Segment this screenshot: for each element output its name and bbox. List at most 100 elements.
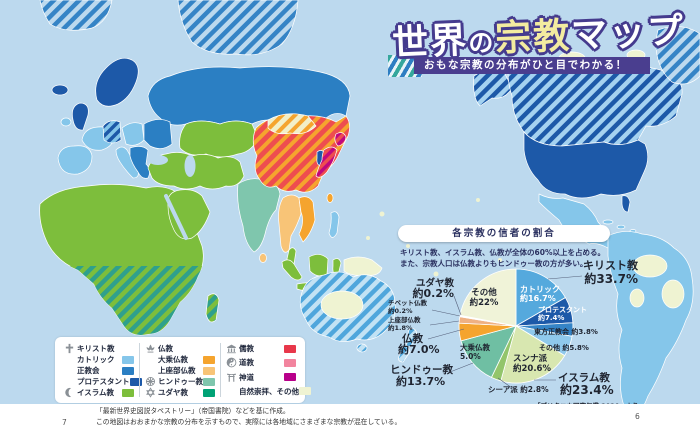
pie-description-line1: キリスト教、イスラム教、仏教が全体の60%以上を占める。	[400, 248, 606, 257]
pie-label-judaism_n: ユダヤ教	[415, 278, 454, 289]
legend-label: 道教	[239, 358, 254, 368]
pie-label-budd_n: 仏教	[402, 333, 423, 345]
legend-color-chip	[284, 344, 296, 353]
legend-row: 儒教	[226, 343, 296, 354]
legend-label: 自然崇拝、その他	[239, 386, 299, 396]
legend-column-1: キリスト教カトリック正教会プロテスタント イスラム教	[59, 343, 142, 398]
footnote-line1: 「最新世界史図説タペストリー」（帝国書院）などを基に作成。	[96, 407, 290, 415]
pie-label-hindu_v: 約13.7%	[396, 375, 446, 388]
map-region-central-europe-catholic	[121, 122, 145, 146]
pie-chart-description: キリスト教、イスラム教、仏教が全体の60%以上を占める。 また、宗教人口は仏教よ…	[400, 247, 605, 270]
legend-label: 上座部仏教	[158, 366, 196, 375]
map-region-arabia-islam	[167, 189, 211, 240]
map-region-japan-honshu-shinto	[315, 146, 338, 178]
legend-row: 神道	[226, 372, 296, 383]
legend-color-chip	[284, 358, 296, 367]
map-region-arctic-siberia-mixed	[177, 0, 299, 56]
legend-color-chip	[122, 355, 134, 364]
page-number-right: 6	[635, 412, 640, 421]
legend-color-chip	[299, 387, 311, 396]
title-segment: マップ	[570, 10, 686, 57]
map-region-philippines-catholic	[328, 211, 340, 238]
map-black-sea	[148, 155, 168, 165]
pie-label-christ_v: 約33.7%	[584, 272, 638, 286]
legend-row: 大乗仏教	[145, 354, 215, 365]
pie-label-islam_n: イスラム教	[558, 372, 610, 384]
title-segment: の	[467, 27, 496, 59]
legend-label: 仏教	[158, 344, 173, 353]
map-region-borneo-islam	[308, 254, 329, 277]
lotus-icon	[145, 343, 156, 354]
legend-color-chip	[203, 355, 215, 364]
pie-slice-カトリック	[515, 268, 566, 327]
legend-label: ユダヤ教	[158, 388, 188, 397]
legend-row: プロテスタント	[64, 376, 142, 387]
map-region-usa-protestant	[523, 131, 649, 199]
map-region-amazon-nature	[632, 254, 668, 278]
pie-label-judaism_v: 約0.2%	[412, 287, 454, 300]
page-footer	[0, 404, 700, 433]
pie-leader-lines	[427, 275, 583, 389]
pie-label-protestant: プロテスタント 約7.4%	[538, 306, 587, 323]
legend-color-chip	[129, 377, 142, 386]
pie-label-orthodox: 東方正教会 約3.8%	[534, 328, 598, 336]
yinyang-icon	[226, 357, 237, 368]
pie-chart	[427, 268, 583, 389]
map-region-taiwan-mahayana	[326, 193, 334, 203]
map-region-australia-interior-nature	[320, 290, 364, 320]
legend-row: 正教会	[64, 365, 134, 376]
footnote-line2: この地図はおおまかな宗教の分布を示すもので、実際には各地域にさまざまな宗教が混在…	[96, 417, 402, 426]
legend-column-3: 儒教道教神道自然崇拝、その他	[220, 343, 311, 397]
map-region-china-mixed	[252, 115, 350, 193]
legend-color-chip	[284, 373, 296, 382]
cross-icon	[64, 343, 75, 354]
legend-row: 道教	[226, 357, 296, 368]
pie-chart-panel: 各宗教の信者の割合 キリスト教、イスラム教、仏教が全体の60%以上を占める。 ま…	[386, 222, 700, 418]
temple-icon	[226, 343, 237, 354]
source-footnote: 「最新世界史図説タペストリー」（帝国書院）などを基に作成。 この地図はおおまかな…	[96, 406, 401, 427]
pie-label-islam_v: 約23.4%	[560, 383, 614, 397]
map-caspian-sea	[184, 155, 196, 177]
map-region-tasmania	[356, 343, 368, 353]
crescent-icon	[64, 387, 75, 398]
legend-label: カトリック	[77, 355, 115, 364]
map-region-japan-hokkaido-shinto	[334, 132, 347, 147]
map-region-new-zealand-south	[398, 346, 411, 363]
map-region-amazon-nature	[661, 279, 685, 309]
map-region-south-america-catholic	[607, 231, 694, 420]
page-number-left: 7	[62, 418, 67, 427]
legend-panel: キリスト教 カトリック 正教会 プロテスタント イスラム教 仏教 大乗仏教 上座部仏教 ヒンドゥ…	[55, 337, 311, 403]
map-region-new-zealand-north	[405, 328, 418, 347]
legend-label: 大乗仏教	[158, 355, 188, 364]
title-segment: 宗教	[494, 15, 573, 60]
legend-label: プロテスタント	[77, 377, 130, 386]
pie-chart-header: 各宗教の信者の割合	[398, 225, 610, 242]
map-region-mongolia-tibetan-buddhism	[267, 113, 317, 135]
legend-label: キリスト教	[77, 344, 115, 353]
legend-label: ヒンドゥー教	[158, 377, 203, 386]
pie-label-theravada: 上座部仏教 約1.8%	[388, 316, 421, 332]
map-region-uk-protestant	[71, 102, 89, 131]
map-region-greenland-mixed	[655, 26, 700, 85]
legend-column-2: 仏教大乗仏教上座部仏教ヒンドゥー教 ユダヤ教	[139, 343, 220, 398]
map-region-mainland-sea-theravada	[278, 194, 302, 253]
map-region-new-guinea-nature	[343, 256, 383, 276]
legend-label: イスラム教	[77, 388, 115, 397]
star-david-icon	[145, 387, 156, 398]
legend-label: 儒教	[239, 344, 254, 353]
legend-row: イスラム教	[64, 387, 134, 398]
map-region-east-europe-orthodox	[143, 119, 173, 149]
pie-description-line2: また、宗教人口は仏教よりもヒンドゥー教の方が多い。	[400, 259, 588, 269]
map-region-srilanka-theravada	[259, 253, 267, 263]
subtitle-banner: おもな宗教の分布がひと目でわかる！	[414, 57, 650, 74]
pie-slice-その他	[459, 268, 517, 327]
legend-row: カトリック	[64, 354, 134, 365]
pie-label-catholic: カトリック 約16.7%	[520, 285, 560, 304]
legend-color-chip	[122, 366, 134, 375]
legend-row: ヒンドゥー教	[145, 376, 215, 387]
legend-label: 正教会	[77, 366, 100, 375]
legend-color-chip	[203, 366, 215, 375]
pie-label-mahayana: 大乗仏教 5.0%	[460, 343, 490, 361]
pie-label-christ_others: その他 約5.8%	[539, 344, 589, 352]
